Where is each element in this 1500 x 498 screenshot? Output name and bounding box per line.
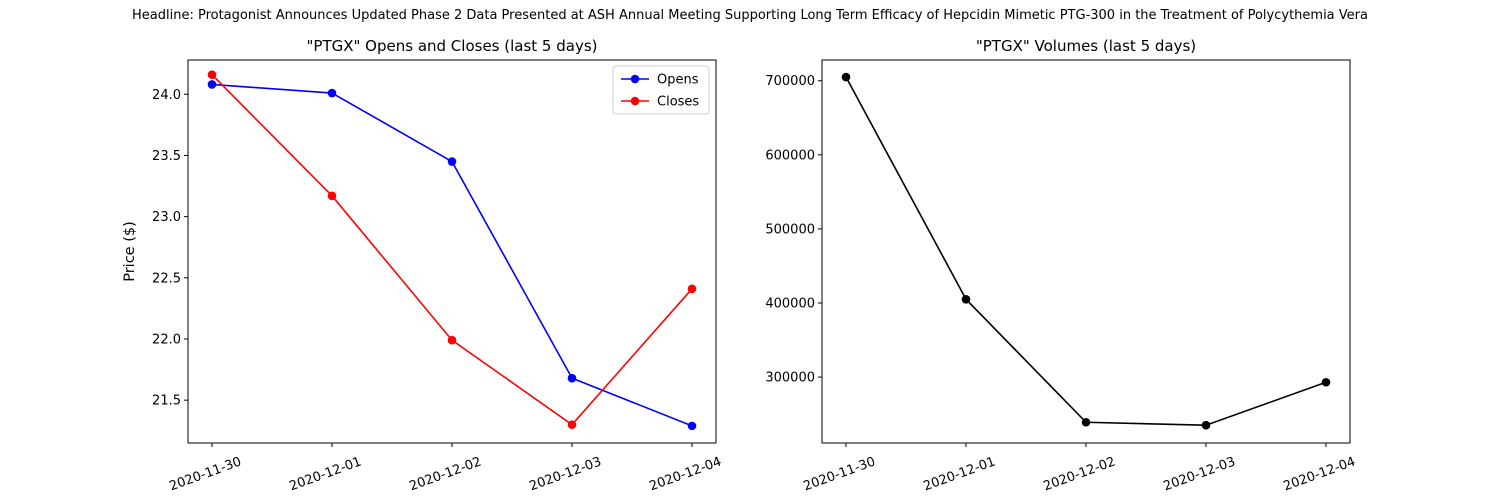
y-tick-label: 500000 (765, 222, 815, 237)
x-tick-label: 2020-12-01 (287, 454, 363, 494)
x-tick-label: 2020-12-03 (1161, 454, 1237, 494)
chart-panel-2: "PTGX" Volumes (last 5 days) 300000 400000… (765, 37, 1357, 494)
x-tick-label: 2020-12-01 (921, 454, 997, 494)
plot-frame (821, 59, 1351, 444)
x-tick-label: 2020-12-03 (527, 454, 603, 494)
x-tick-label: 2020-12-02 (407, 454, 483, 494)
chart-title: "PTGX" Volumes (last 5 days) (976, 37, 1196, 55)
data-point (841, 72, 851, 82)
y-tick-label: 23.0 (152, 210, 181, 225)
series-line-2 (211, 74, 693, 426)
chart-title: "PTGX" Opens and Closes (last 5 days) (307, 37, 598, 55)
y-tick-label: 400000 (765, 296, 815, 311)
data-point (207, 80, 217, 89)
chart-panel-1: "PTGX" Opens and Closes (last 5 days) 21.… (122, 37, 724, 494)
data-point (687, 284, 697, 294)
legend: Opens Closes (612, 65, 710, 115)
data-point (1201, 420, 1211, 430)
legend-label: Closes (657, 95, 699, 110)
data-point (447, 335, 457, 345)
series-line-1 (845, 76, 1327, 427)
y-tick-label: 600000 (765, 148, 815, 163)
data-point (327, 88, 337, 98)
data-point (207, 70, 217, 79)
legend-label: Opens (657, 73, 699, 88)
y-tick-label: 22.5 (152, 271, 181, 286)
headline: Headline: Protagonist Announces Updated … (132, 8, 1368, 23)
x-tick-label: 2020-11-30 (801, 454, 877, 494)
data-point (1321, 377, 1331, 387)
legend-marker (630, 96, 640, 106)
x-tick-label: 2020-11-30 (167, 454, 243, 494)
data-point (567, 373, 577, 383)
series-line-1 (211, 83, 693, 427)
data-point (327, 191, 337, 201)
y-tick-label: 300000 (765, 371, 815, 386)
data-point (961, 294, 971, 304)
x-tick-label: 2020-12-04 (1281, 454, 1357, 494)
data-point (447, 157, 457, 166)
y-tick-label: 23.5 (152, 149, 181, 164)
x-tick-label: 2020-12-02 (1041, 454, 1117, 494)
y-tick-label: 24.0 (152, 88, 181, 103)
plot-frame (187, 59, 717, 444)
x-tick-label: 2020-12-04 (647, 454, 723, 494)
y-tick-label: 700000 (765, 74, 815, 89)
y-axis-label: Price ($) (122, 221, 138, 282)
data-point (567, 420, 577, 429)
y-tick-label: 22.0 (152, 332, 181, 347)
data-point (1081, 417, 1091, 427)
legend-marker (630, 74, 640, 84)
y-tick-label: 21.5 (152, 394, 181, 409)
data-point (687, 421, 697, 431)
